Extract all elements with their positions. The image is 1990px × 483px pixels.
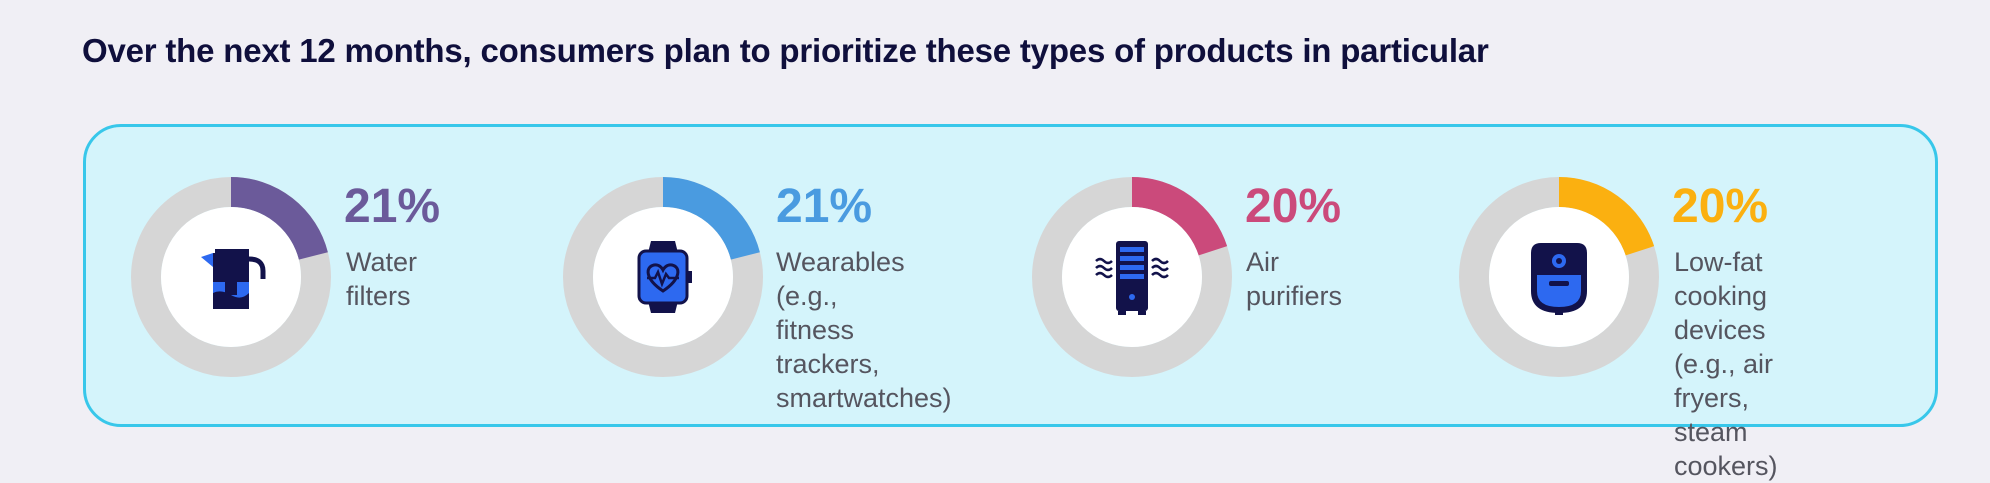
- category-label-air-purifiers: Air purifiers: [1246, 247, 1343, 311]
- value-label-low-fat-cooking: 20%: [1672, 180, 1769, 233]
- category-label-low-fat-cooking: Low-fat cooking devices (e.g., air fryer…: [1674, 247, 1778, 481]
- donut-arc-air-purifiers: [1032, 177, 1232, 377]
- donut-arc-low-fat-cooking: [1459, 177, 1659, 377]
- donut-arc-wearables: [563, 177, 763, 377]
- category-label-water-filters: Water filters: [346, 247, 418, 311]
- donut-panel: 21% Water filters 21% Wearables (e.g., f…: [83, 124, 1938, 481]
- chart-title: Over the next 12 months, consumers plan …: [82, 32, 1489, 69]
- value-label-water-filters: 21%: [344, 180, 441, 233]
- water-pitcher-icon: [201, 249, 266, 309]
- category-label-wearables: Wearables (e.g., fitness trackers, smart…: [776, 247, 952, 413]
- air-fryer-icon: [1531, 243, 1587, 315]
- air-purifier-icon: [1095, 241, 1169, 315]
- donut-arc-water-filters: [131, 177, 331, 377]
- smartwatch-icon: [637, 241, 692, 313]
- value-label-wearables: 21%: [776, 180, 873, 233]
- value-label-air-purifiers: 20%: [1245, 180, 1342, 233]
